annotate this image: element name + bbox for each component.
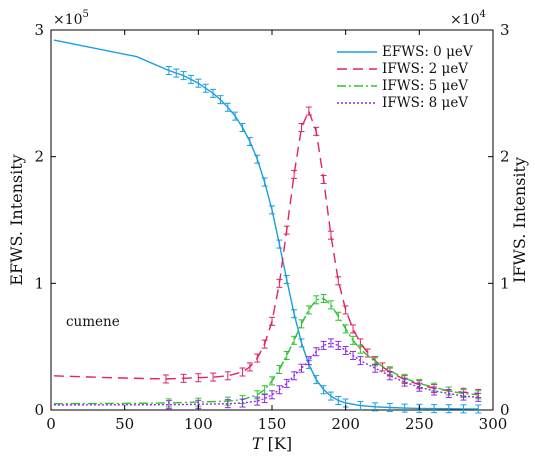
y-left-tick-label: 3 <box>34 21 44 39</box>
y-right-tick-label: 1 <box>500 274 510 292</box>
x-tick-label: 50 <box>115 415 134 433</box>
y-right-tick-label: 0 <box>500 401 510 419</box>
right-multiplier: ×104 <box>450 9 486 28</box>
series-line-3 <box>53 342 479 406</box>
y-axis-label-left: EFWS. Intensity <box>7 154 26 285</box>
legend-entry-0: EFWS: 0 μeV <box>382 44 473 60</box>
series-line-1 <box>53 109 479 395</box>
x-tick-label: 300 <box>479 415 508 433</box>
y-left-tick-label: 1 <box>34 274 44 292</box>
y-right-tick-label: 3 <box>500 21 510 39</box>
x-tick-label: 0 <box>46 415 56 433</box>
x-tick-label: 150 <box>258 415 287 433</box>
x-tick-label: 100 <box>184 415 213 433</box>
x-tick-label: 250 <box>405 415 434 433</box>
x-axis-label: T [K] <box>252 434 292 453</box>
x-tick-label: 200 <box>331 415 360 433</box>
y-right-tick-label: 2 <box>500 148 510 166</box>
legend-entry-2: IFWS: 5 μeV <box>382 78 468 94</box>
y-left-tick-label: 2 <box>34 148 44 166</box>
left-multiplier: ×105 <box>53 9 89 28</box>
y-left-tick-label: 0 <box>34 401 44 419</box>
y-axis-label-right: IFWS. Intensity <box>510 157 529 283</box>
legend-entry-1: IFWS: 2 μeV <box>382 61 468 77</box>
legend-entry-3: IFWS: 8 μeV <box>382 95 468 111</box>
annotation-cumene: cumene <box>66 314 120 330</box>
series-line-2 <box>53 297 479 405</box>
